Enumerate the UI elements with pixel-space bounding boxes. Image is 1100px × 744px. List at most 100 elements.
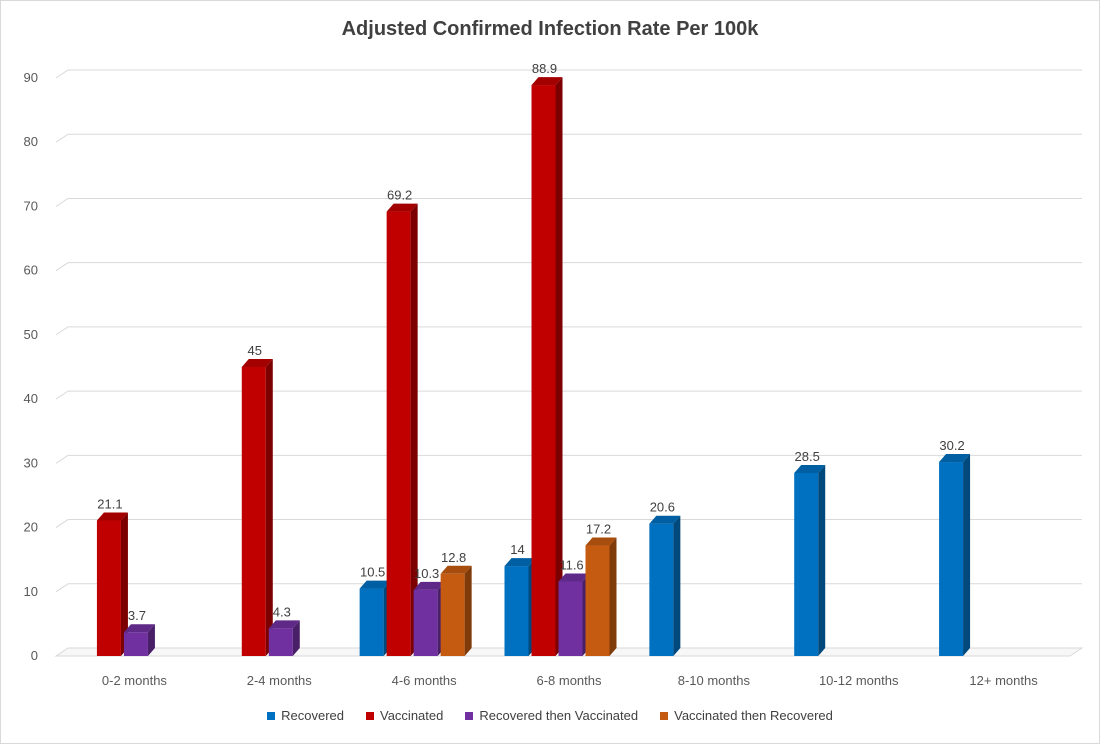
- bar: [268, 620, 300, 656]
- y-tick-label: 80: [24, 134, 38, 149]
- bar-front: [123, 632, 148, 656]
- bar-top: [585, 537, 617, 546]
- gridline: [55, 262, 1082, 272]
- chart-title: Adjusted Confirmed Infection Rate Per 10…: [341, 18, 759, 40]
- data-label: 10.5: [360, 565, 385, 580]
- gridline: [55, 390, 1082, 400]
- legend-swatch: [660, 711, 669, 720]
- bar-front: [241, 367, 266, 656]
- bar-top: [939, 454, 971, 463]
- data-label: 4.3: [273, 604, 291, 619]
- bar-front: [96, 520, 121, 656]
- data-label: 11.6: [559, 558, 583, 573]
- legend-swatch: [465, 711, 474, 720]
- data-label: 3.7: [128, 608, 146, 623]
- y-tick-label: 20: [24, 520, 38, 535]
- x-tick-label: 4-6 months: [392, 673, 458, 688]
- x-tick-label: 8-10 months: [678, 673, 751, 688]
- bar: [413, 581, 445, 656]
- data-label: 20.6: [650, 500, 675, 515]
- bar-side: [673, 515, 681, 656]
- legend-item: Vaccinated then Recovered: [660, 708, 833, 723]
- y-tick-label: 40: [24, 391, 38, 406]
- bar-top: [413, 581, 445, 590]
- bar-front: [268, 628, 293, 656]
- bar: [531, 77, 563, 656]
- gridline: [55, 197, 1082, 207]
- bar-side: [464, 565, 472, 656]
- bar-front: [585, 545, 610, 656]
- y-tick-label: 90: [24, 70, 38, 85]
- bar-front: [440, 573, 465, 656]
- bar-top: [794, 464, 826, 473]
- data-label: 28.5: [795, 449, 820, 464]
- bar-side: [609, 537, 617, 656]
- data-label: 88.9: [532, 61, 557, 76]
- x-tick-label: 10-12 months: [819, 673, 899, 688]
- bar-side: [147, 624, 155, 656]
- data-label: 30.2: [939, 438, 964, 453]
- y-tick-label: 0: [31, 648, 38, 663]
- bar-side: [292, 620, 300, 656]
- gridline: [55, 519, 1082, 528]
- bar: [649, 515, 681, 656]
- legend-swatch: [267, 711, 276, 720]
- data-label: 10.3: [414, 566, 439, 581]
- bar-front: [359, 588, 384, 656]
- bar: [939, 454, 971, 656]
- bar-front: [386, 211, 411, 657]
- legend-item: Recovered then Vaccinated: [465, 708, 638, 723]
- bar-front: [794, 472, 819, 656]
- bar: [241, 359, 273, 656]
- bar-top: [558, 573, 590, 582]
- bar-front: [504, 566, 529, 656]
- gridline: [55, 69, 1082, 79]
- y-tick-label: 70: [24, 198, 38, 213]
- bar-front: [413, 589, 438, 656]
- bar-front: [649, 523, 674, 656]
- bar-top: [386, 203, 418, 212]
- x-tick-label: 12+ months: [969, 673, 1038, 688]
- bar: [386, 203, 418, 657]
- x-tick-label: 0-2 months: [102, 673, 168, 688]
- legend-swatch: [366, 711, 374, 720]
- data-label: 69.2: [387, 188, 412, 203]
- data-label: 45: [248, 343, 262, 358]
- legend-item: Recovered: [267, 708, 344, 723]
- bar-side: [265, 359, 273, 656]
- x-tick-label: 6-8 months: [536, 673, 602, 688]
- legend-item: Vaccinated: [366, 708, 443, 723]
- bar-side: [818, 464, 826, 656]
- data-label: 14: [510, 542, 524, 557]
- bar-front: [558, 581, 583, 656]
- data-label: 12.8: [441, 550, 466, 565]
- chart-legend: Recovered Vaccinated Recovered then Vaccin…: [0, 708, 1100, 723]
- bar-side: [120, 512, 128, 656]
- legend-label: Vaccinated then Recovered: [674, 708, 833, 723]
- bar-side: [963, 454, 971, 656]
- bar-top: [123, 624, 155, 633]
- gridline: [55, 454, 1082, 464]
- gridline: [55, 133, 1082, 143]
- bar: [96, 512, 128, 656]
- y-tick-label: 60: [24, 263, 38, 278]
- bar-top: [649, 515, 681, 524]
- legend-label: Vaccinated: [380, 708, 444, 723]
- x-tick-label: 2-4 months: [247, 673, 313, 688]
- bar-side: [555, 77, 563, 656]
- bar-top: [241, 359, 273, 367]
- bar-top: [440, 565, 472, 574]
- bar: [123, 624, 155, 656]
- bar: [585, 537, 617, 656]
- bar: [558, 573, 590, 656]
- bar: [794, 464, 826, 656]
- gridline: [55, 326, 1082, 336]
- bar-front: [939, 462, 964, 656]
- legend-label: Recovered: [281, 708, 344, 723]
- bar-side: [410, 203, 418, 657]
- bar: [504, 558, 536, 656]
- bar-top: [268, 620, 300, 629]
- bar: [359, 580, 391, 656]
- data-label: 21.1: [97, 496, 122, 511]
